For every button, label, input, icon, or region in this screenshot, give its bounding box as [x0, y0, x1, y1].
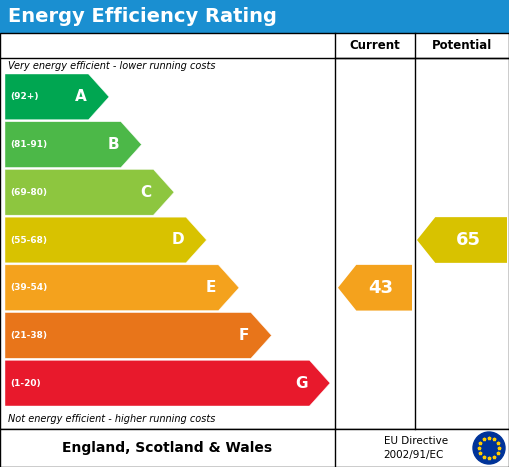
Text: (55-68): (55-68): [10, 235, 47, 245]
Polygon shape: [5, 360, 330, 406]
Text: Not energy efficient - higher running costs: Not energy efficient - higher running co…: [8, 414, 215, 424]
Text: Very energy efficient - lower running costs: Very energy efficient - lower running co…: [8, 61, 215, 71]
Polygon shape: [338, 265, 412, 311]
Text: EU Directive
2002/91/EC: EU Directive 2002/91/EC: [384, 436, 448, 460]
Bar: [0, 429, 509, 467]
Text: (81-91): (81-91): [10, 140, 47, 149]
Text: (21-38): (21-38): [10, 331, 47, 340]
Bar: [0, 0, 509, 33]
Text: Current: Current: [350, 39, 401, 52]
Text: E: E: [206, 280, 216, 295]
Circle shape: [473, 432, 505, 464]
Bar: [0, 33, 509, 429]
Text: (1-20): (1-20): [10, 379, 41, 388]
Text: (92+): (92+): [10, 92, 39, 101]
Text: G: G: [295, 375, 307, 390]
Polygon shape: [5, 312, 271, 358]
Text: Potential: Potential: [432, 39, 492, 52]
Text: B: B: [107, 137, 119, 152]
Text: (69-80): (69-80): [10, 188, 47, 197]
Text: 43: 43: [369, 279, 393, 297]
Polygon shape: [5, 265, 239, 311]
Text: (39-54): (39-54): [10, 283, 47, 292]
Text: C: C: [140, 185, 152, 200]
Polygon shape: [417, 217, 507, 263]
Text: England, Scotland & Wales: England, Scotland & Wales: [63, 441, 272, 455]
Text: D: D: [172, 233, 184, 248]
Polygon shape: [5, 122, 142, 168]
Text: Energy Efficiency Rating: Energy Efficiency Rating: [8, 7, 277, 26]
Polygon shape: [5, 170, 174, 215]
Text: F: F: [239, 328, 249, 343]
Polygon shape: [5, 74, 109, 120]
Polygon shape: [5, 217, 207, 263]
Text: 65: 65: [456, 231, 480, 249]
Text: A: A: [75, 89, 87, 104]
